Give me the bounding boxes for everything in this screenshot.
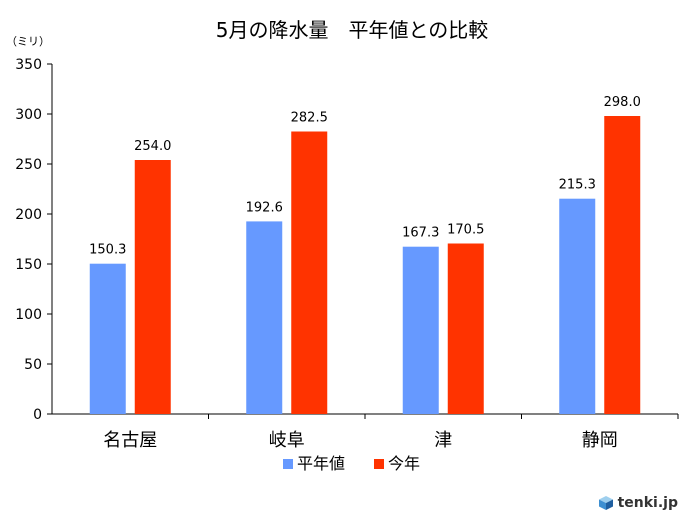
bar-this-year (134, 160, 171, 414)
bar-normal (89, 263, 126, 414)
y-axis-unit-label: （ミリ） (6, 35, 50, 48)
y-tick-label: 100 (15, 307, 42, 323)
plot-area: 0 50 100 150 200 250 300 350 名古屋 150.3 254.0 岐阜 192.… (15, 57, 679, 451)
legend: 平年値 今年 (283, 454, 420, 473)
x-tick-label: 名古屋 (103, 430, 157, 451)
tenki-logo: tenki.jp (598, 495, 678, 511)
bar-this-year (604, 116, 641, 414)
x-tick-label: 岐阜 (269, 430, 305, 451)
x-tick-label: 静岡 (582, 430, 618, 451)
bar-this-year (447, 243, 484, 414)
y-tick-label: 0 (33, 407, 42, 423)
legend-label: 平年値 (297, 454, 345, 473)
y-tick-label: 250 (15, 157, 42, 173)
y-tick-label: 150 (15, 257, 42, 273)
bar-normal (246, 221, 283, 414)
data-label: 150.3 (89, 243, 126, 258)
y-tick-label: 50 (24, 357, 42, 373)
logo-text: tenki.jp (617, 495, 678, 511)
x-tick-label: 津 (434, 430, 452, 451)
bar-this-year (291, 131, 328, 414)
data-label: 170.5 (447, 223, 484, 238)
bar-normal (559, 198, 596, 414)
chart-title: 5月の降水量 平年値との比較 (216, 18, 489, 42)
y-tick-label: 300 (15, 107, 42, 123)
y-tick-label: 350 (15, 57, 42, 73)
bar-normal (402, 246, 439, 414)
y-tick-label: 200 (15, 207, 42, 223)
legend-swatch (283, 459, 293, 469)
legend-swatch (374, 459, 384, 469)
data-label: 298.0 (604, 95, 641, 110)
data-label: 254.0 (134, 139, 171, 154)
legend-label: 今年 (388, 454, 420, 473)
data-label: 215.3 (559, 178, 596, 193)
data-label: 282.5 (291, 111, 328, 126)
cube-logo-icon (598, 496, 613, 510)
data-label: 192.6 (246, 200, 283, 215)
data-label: 167.3 (402, 226, 439, 241)
